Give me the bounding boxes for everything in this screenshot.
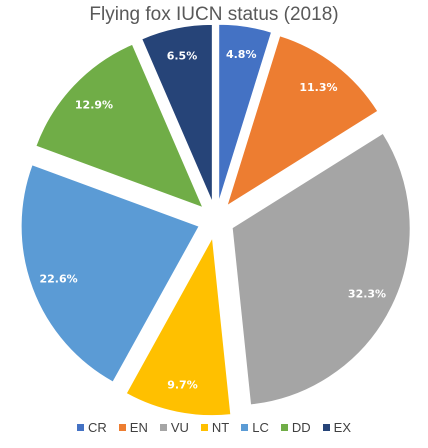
legend-item-cr: CR bbox=[77, 420, 107, 435]
slice-label-cr: 4.8% bbox=[226, 48, 257, 61]
legend-label: EX bbox=[333, 420, 351, 435]
pie-slice-ex bbox=[141, 23, 213, 203]
pie-slice-en bbox=[226, 35, 379, 207]
pie-slice-vu bbox=[231, 132, 411, 406]
legend-label: LC bbox=[252, 420, 269, 435]
slice-label-nt: 9.7% bbox=[167, 379, 198, 392]
legend-label: NT bbox=[211, 420, 230, 435]
legend-item-nt: NT bbox=[200, 420, 230, 435]
legend-swatch bbox=[159, 424, 167, 431]
legend-swatch bbox=[322, 424, 330, 431]
legend-label: VU bbox=[170, 420, 189, 435]
slice-label-dd: 12.9% bbox=[75, 99, 113, 112]
slice-label-vu: 32.3% bbox=[348, 288, 386, 301]
pie-slice-cr bbox=[218, 23, 273, 203]
legend-label: CR bbox=[88, 420, 107, 435]
pie-slice-nt bbox=[125, 236, 232, 417]
legend-item-en: EN bbox=[118, 420, 148, 435]
pie-slice-dd bbox=[35, 43, 204, 209]
legend-swatch bbox=[118, 424, 126, 431]
legend-label: EN bbox=[129, 420, 148, 435]
slice-label-ex: 6.5% bbox=[167, 49, 198, 62]
slice-label-lc: 22.6% bbox=[39, 273, 77, 286]
slice-label-en: 11.3% bbox=[299, 81, 337, 94]
legend: CR EN VU NT LC DD EX bbox=[0, 420, 428, 435]
chart-title: Flying fox IUCN status (2018) bbox=[89, 4, 339, 25]
legend-item-dd: DD bbox=[280, 420, 311, 435]
legend-swatch bbox=[77, 424, 84, 431]
legend-swatch bbox=[280, 424, 288, 431]
pie-slice-lc bbox=[20, 164, 200, 383]
legend-item-lc: LC bbox=[241, 420, 269, 435]
legend-label: DD bbox=[291, 420, 311, 435]
legend-swatch bbox=[241, 424, 249, 431]
legend-item-vu: VU bbox=[159, 420, 189, 435]
legend-swatch bbox=[200, 424, 208, 431]
legend-item-ex: EX bbox=[322, 420, 351, 435]
